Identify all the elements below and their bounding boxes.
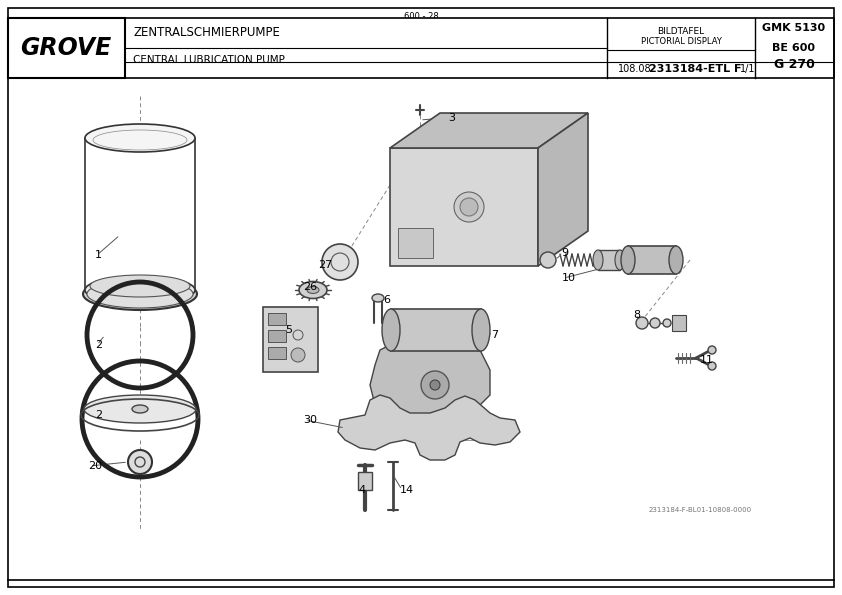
Text: 30: 30 — [303, 415, 317, 425]
Text: 2313184-F-BL01-10808-0000: 2313184-F-BL01-10808-0000 — [648, 507, 752, 513]
Text: 6: 6 — [383, 295, 390, 305]
Text: GMK 5130: GMK 5130 — [763, 23, 825, 33]
Ellipse shape — [132, 405, 148, 413]
Text: 2: 2 — [95, 410, 102, 420]
Ellipse shape — [472, 309, 490, 351]
Circle shape — [708, 362, 716, 370]
Text: 11: 11 — [700, 355, 714, 365]
Text: 2313184-ETL F: 2313184-ETL F — [648, 64, 741, 74]
Ellipse shape — [669, 246, 683, 274]
Bar — [358, 472, 372, 490]
Ellipse shape — [83, 278, 197, 310]
Ellipse shape — [87, 280, 193, 308]
Text: CENTRAL LUBRICATION PUMP: CENTRAL LUBRICATION PUMP — [133, 55, 285, 65]
Bar — [391, 309, 481, 351]
Bar — [263, 307, 318, 372]
Bar — [268, 330, 286, 342]
Ellipse shape — [382, 309, 400, 351]
Circle shape — [663, 319, 671, 327]
Ellipse shape — [85, 276, 195, 304]
Text: 7: 7 — [491, 330, 498, 340]
Circle shape — [322, 244, 358, 280]
Text: 108.08: 108.08 — [618, 64, 652, 74]
Bar — [8, 18, 125, 78]
Polygon shape — [338, 395, 520, 460]
Bar — [398, 228, 433, 258]
Ellipse shape — [454, 192, 484, 222]
Text: 27: 27 — [318, 260, 333, 270]
Text: 10: 10 — [562, 273, 576, 283]
Bar — [268, 313, 286, 325]
Ellipse shape — [460, 198, 478, 216]
Ellipse shape — [90, 275, 190, 297]
Ellipse shape — [84, 395, 196, 423]
Ellipse shape — [307, 287, 319, 293]
Text: 8: 8 — [633, 310, 640, 320]
Circle shape — [540, 252, 556, 268]
Bar — [672, 315, 686, 331]
Text: 20: 20 — [88, 461, 102, 471]
Bar — [268, 347, 286, 359]
Ellipse shape — [299, 281, 327, 299]
Text: 26: 26 — [303, 282, 317, 292]
Text: 1/1: 1/1 — [740, 64, 756, 74]
Bar — [628, 246, 676, 274]
Ellipse shape — [593, 250, 603, 270]
Circle shape — [708, 346, 716, 354]
Bar — [598, 250, 620, 270]
Polygon shape — [390, 113, 588, 148]
Polygon shape — [370, 340, 490, 420]
Polygon shape — [538, 113, 588, 266]
Ellipse shape — [85, 124, 195, 152]
Circle shape — [650, 318, 660, 328]
Text: 1: 1 — [95, 250, 102, 260]
Text: 3: 3 — [448, 113, 455, 123]
Text: 2: 2 — [95, 340, 102, 350]
Text: PICTORIAL DISPLAY: PICTORIAL DISPLAY — [641, 37, 722, 46]
Text: GROVE: GROVE — [20, 36, 112, 60]
Ellipse shape — [372, 294, 384, 302]
Text: BILDTAFEL: BILDTAFEL — [658, 27, 705, 36]
Bar — [8, 18, 834, 78]
Text: 14: 14 — [400, 485, 414, 495]
Circle shape — [128, 450, 152, 474]
Circle shape — [636, 317, 648, 329]
Circle shape — [421, 371, 449, 399]
Text: ZENTRALSCHMIERPUMPE: ZENTRALSCHMIERPUMPE — [133, 27, 280, 39]
Polygon shape — [390, 148, 538, 266]
Text: 4: 4 — [358, 485, 365, 495]
Circle shape — [291, 348, 305, 362]
Text: 9: 9 — [561, 248, 568, 258]
Ellipse shape — [621, 246, 635, 274]
Circle shape — [430, 380, 440, 390]
Text: G 270: G 270 — [774, 58, 814, 71]
Text: 5: 5 — [285, 325, 292, 335]
Text: 600 - 28: 600 - 28 — [403, 12, 439, 21]
Text: BE 600: BE 600 — [772, 43, 816, 53]
Ellipse shape — [615, 250, 625, 270]
